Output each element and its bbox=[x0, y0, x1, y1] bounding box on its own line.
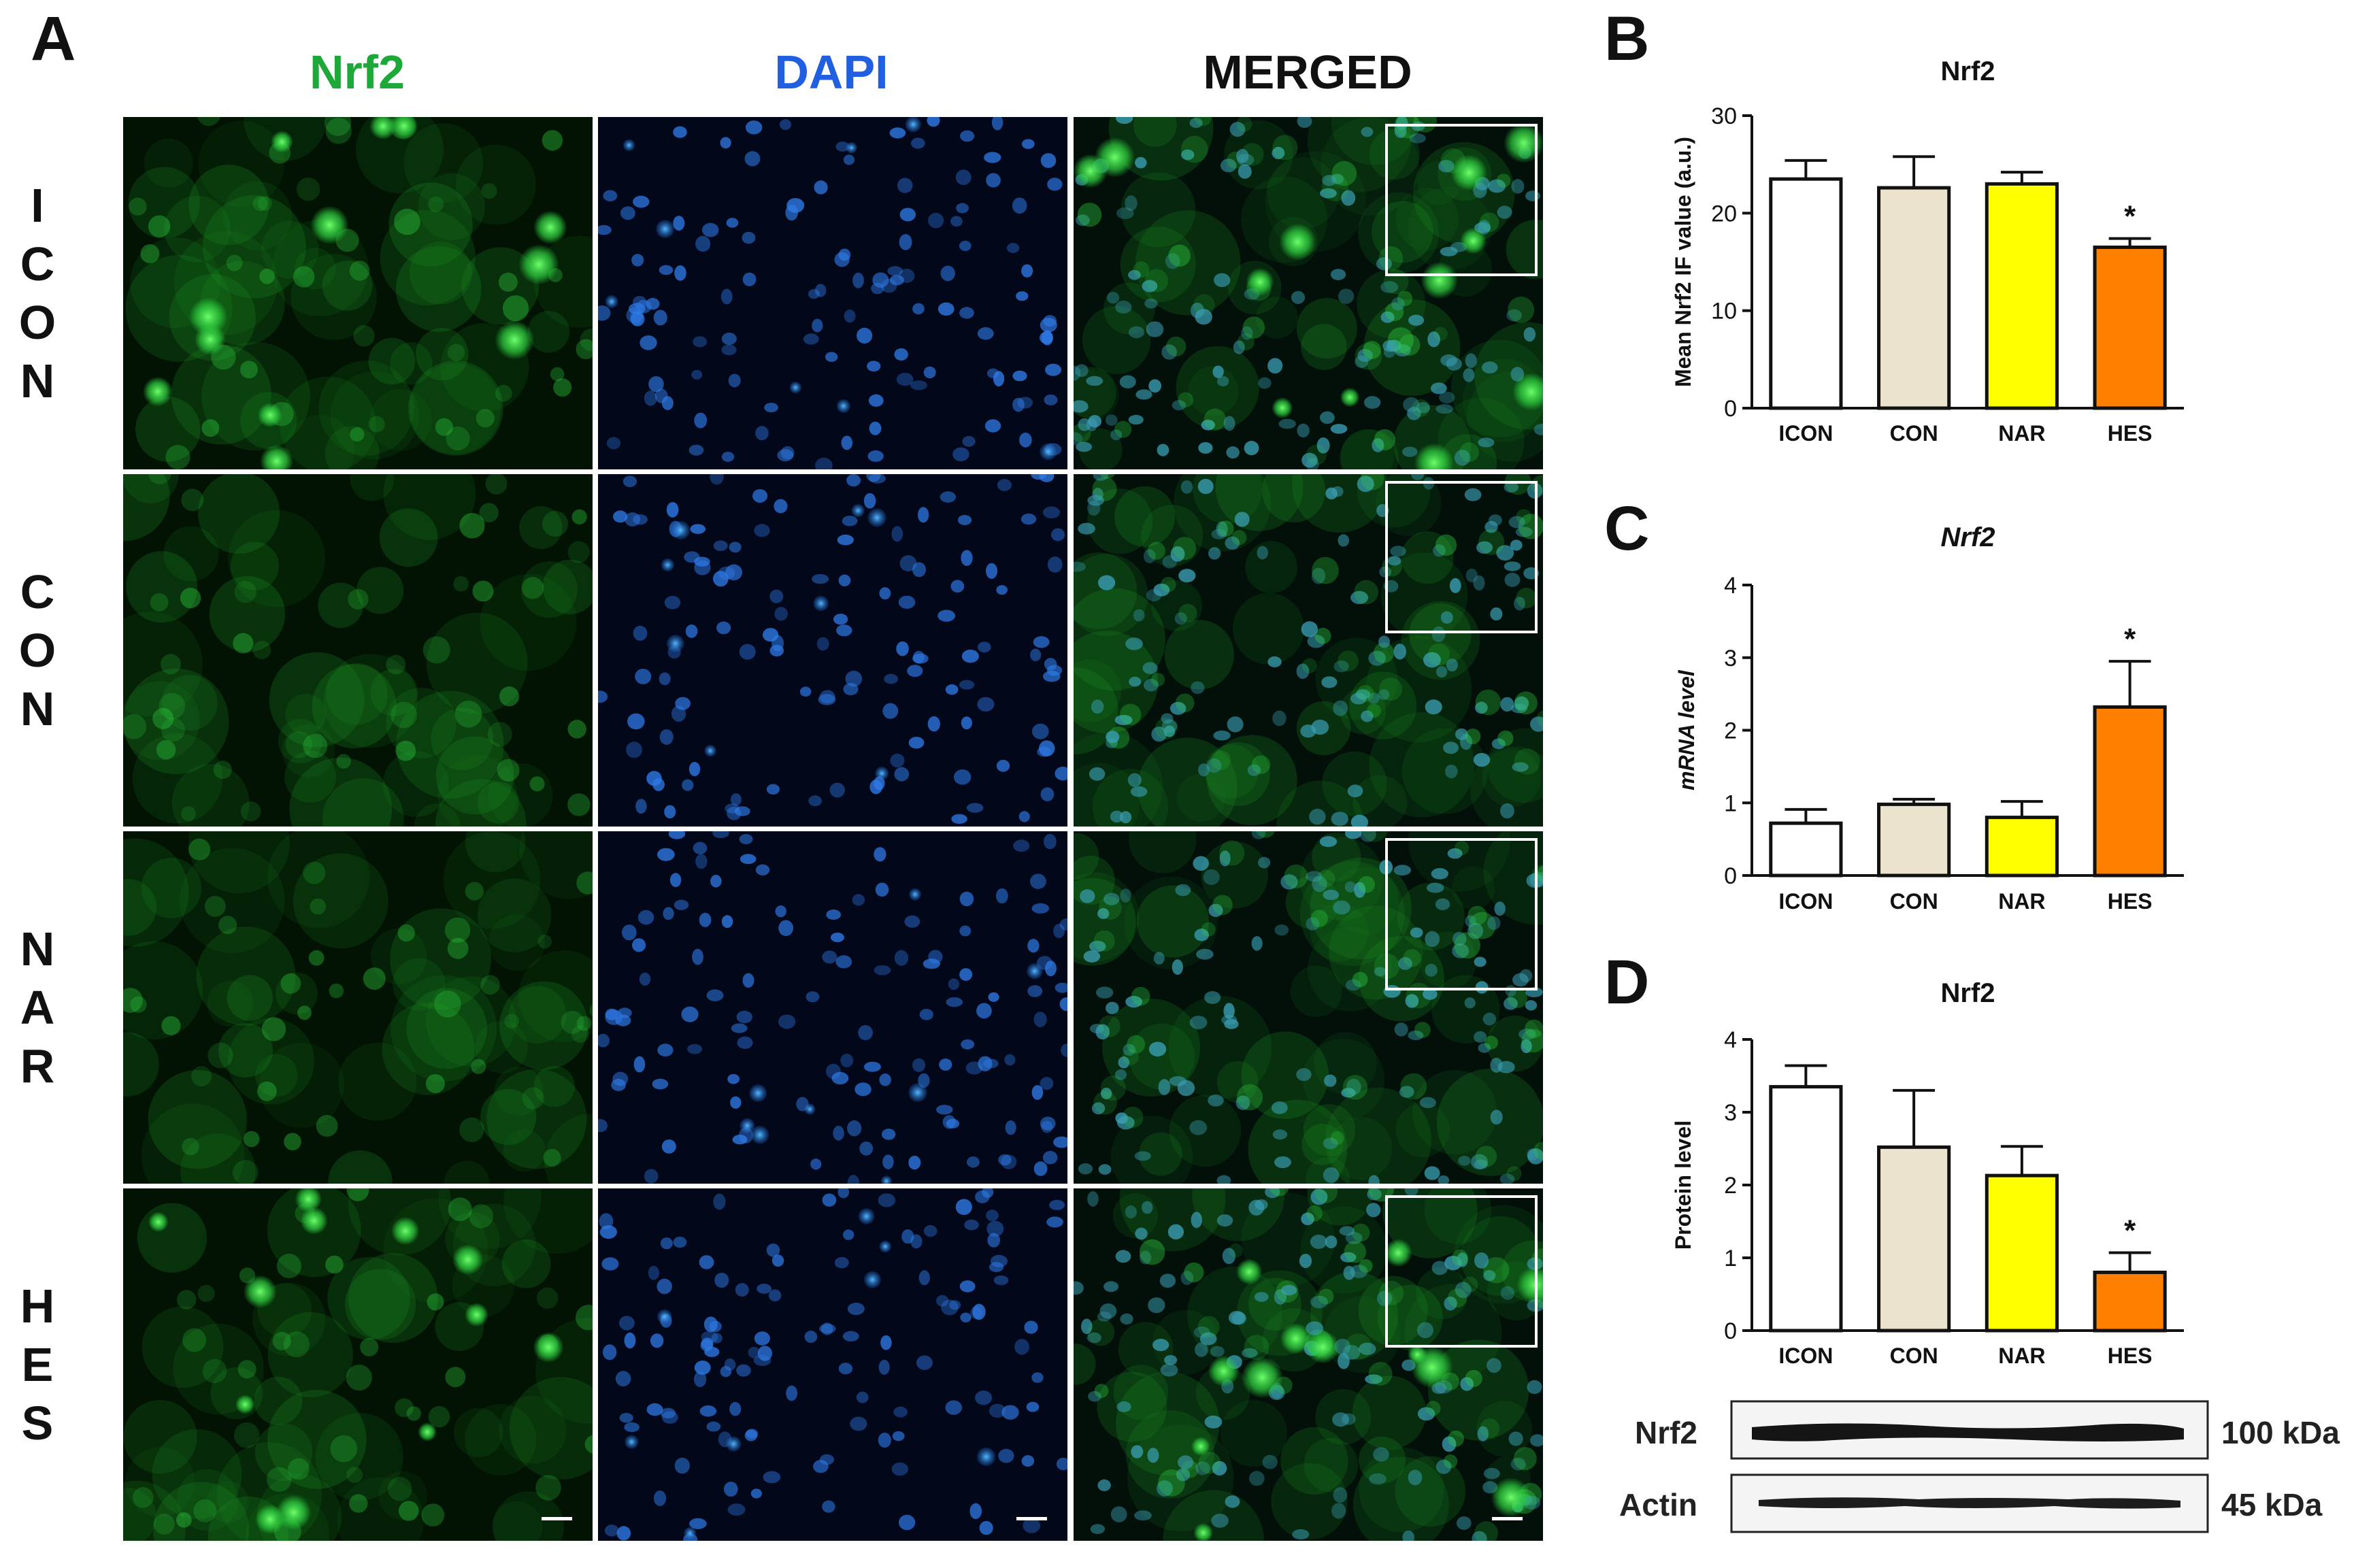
x-tick-label: NAR bbox=[1998, 889, 2045, 914]
blot-size-actin: 45 kDa bbox=[2221, 1487, 2323, 1522]
column-header-merged: MERGED bbox=[1203, 46, 1412, 99]
y-tick-label: 0 bbox=[1724, 1318, 1737, 1344]
bar-icon bbox=[1769, 1085, 1843, 1333]
y-tick-label: 2 bbox=[1724, 1173, 1737, 1199]
bar-nar bbox=[1985, 1173, 2059, 1333]
x-tick-label: NAR bbox=[1998, 421, 2045, 446]
x-tick-label: ICON bbox=[1778, 1344, 1833, 1368]
y-tick-label: 4 bbox=[1724, 573, 1737, 599]
x-tick-label: CON bbox=[1890, 1344, 1938, 1368]
chart-c: Nrf2 mRNA level 0 1 2 3 4 ICON CON NAR HES * bbox=[1674, 522, 2184, 914]
x-tick-label: HES bbox=[2108, 1344, 2153, 1368]
chart-title: Nrf2 bbox=[1940, 56, 1995, 86]
row-label-letter: O bbox=[19, 624, 56, 677]
y-tick-label: 1 bbox=[1724, 790, 1737, 816]
significance-marker: * bbox=[2124, 622, 2136, 656]
row-label-letter: C bbox=[20, 565, 55, 618]
bar-hes bbox=[2093, 705, 2167, 878]
micrograph-merged bbox=[1074, 117, 1543, 469]
micrograph-dapi bbox=[598, 831, 1067, 1184]
inset-box bbox=[1385, 481, 1538, 633]
x-tick-label: NAR bbox=[1998, 1344, 2045, 1368]
y-tick-label: 3 bbox=[1724, 646, 1737, 671]
blot-band-actin bbox=[1759, 1497, 2180, 1509]
y-tick-label: 3 bbox=[1724, 1100, 1737, 1126]
panel-b-letter: B bbox=[1604, 4, 1649, 73]
micrograph-nrf2 bbox=[123, 1188, 593, 1541]
panel-c-letter: C bbox=[1604, 494, 1649, 563]
micrograph-dapi bbox=[598, 1188, 1067, 1541]
y-axis-label: Mean Nrf2 IF value (a.u.) bbox=[1671, 137, 1695, 387]
micrograph-nrf2 bbox=[123, 831, 593, 1184]
significance-marker: * bbox=[2124, 1214, 2136, 1248]
x-tick-label: CON bbox=[1890, 421, 1938, 446]
x-tick-label: HES bbox=[2108, 421, 2153, 446]
chart-b: Nrf2 Mean Nrf2 IF value (a.u.) 0 10 20 30 ICON… bbox=[1671, 56, 2184, 446]
blot-band-nrf2 bbox=[1752, 1423, 2184, 1441]
x-tick-label: HES bbox=[2108, 889, 2153, 914]
x-tick-label: CON bbox=[1890, 889, 1938, 914]
y-tick-label: 20 bbox=[1711, 201, 1737, 227]
micrograph-dapi bbox=[598, 117, 1067, 469]
row-label-letter: N bbox=[20, 354, 55, 407]
bar-nar bbox=[1985, 816, 2059, 878]
y-tick-label: 0 bbox=[1724, 863, 1737, 889]
scale-bar bbox=[542, 1517, 572, 1520]
significance-marker: * bbox=[2124, 200, 2136, 233]
row-label-letter: A bbox=[20, 981, 55, 1034]
column-header-nrf2: Nrf2 bbox=[310, 46, 405, 99]
micrograph-nrf2 bbox=[123, 474, 593, 827]
micrograph-grid bbox=[123, 117, 1543, 1541]
row-label-letter: C bbox=[20, 237, 55, 290]
y-tick-label: 10 bbox=[1711, 299, 1737, 324]
micrograph-merged bbox=[1074, 831, 1543, 1184]
panel-a-letter: A bbox=[31, 4, 76, 73]
panel-d-letter: D bbox=[1604, 948, 1649, 1017]
bar-hes bbox=[2093, 1270, 2167, 1333]
scale-bar bbox=[1492, 1517, 1523, 1520]
y-tick-label: 4 bbox=[1724, 1027, 1737, 1053]
column-header-dapi: DAPI bbox=[774, 46, 888, 99]
scale-bar bbox=[1016, 1517, 1047, 1520]
bar-nar bbox=[1985, 182, 2059, 410]
y-axis-label: Protein level bbox=[1671, 1120, 1695, 1250]
y-tick-label: 2 bbox=[1724, 718, 1737, 744]
bar-con bbox=[1877, 802, 1951, 878]
row-label-letter: I bbox=[31, 179, 44, 232]
inset-box bbox=[1385, 124, 1538, 276]
micrograph-nrf2 bbox=[123, 117, 593, 469]
y-tick-label: 30 bbox=[1711, 103, 1737, 129]
micrograph-dapi bbox=[598, 474, 1067, 827]
row-label-letter: O bbox=[19, 296, 56, 349]
bar-con bbox=[1877, 1145, 1951, 1333]
blot-label-nrf2: Nrf2 bbox=[1635, 1415, 1697, 1450]
row-label-letter: E bbox=[22, 1338, 54, 1391]
blot-size-nrf2: 100 kDa bbox=[2221, 1415, 2340, 1450]
micrograph-merged bbox=[1074, 474, 1543, 827]
micrograph-merged bbox=[1074, 1188, 1543, 1541]
chart-title: Nrf2 bbox=[1940, 978, 1995, 1008]
x-tick-label: ICON bbox=[1778, 889, 1833, 914]
row-label-letter: N bbox=[20, 922, 55, 975]
bar-con bbox=[1877, 186, 1951, 410]
row-label-letter: R bbox=[20, 1039, 55, 1092]
bar-icon bbox=[1769, 177, 1843, 410]
bar-icon bbox=[1769, 821, 1843, 878]
inset-box bbox=[1385, 838, 1538, 990]
blot-label-actin: Actin bbox=[1619, 1487, 1697, 1522]
bar-hes bbox=[2093, 246, 2167, 410]
y-axis-label: mRNA level bbox=[1674, 669, 1699, 790]
y-tick-label: 1 bbox=[1724, 1246, 1737, 1271]
row-label-letter: H bbox=[20, 1280, 55, 1333]
row-label-letter: S bbox=[22, 1397, 54, 1450]
y-tick-label: 0 bbox=[1724, 396, 1737, 422]
chart-d: Nrf2 Protein level 0 1 2 3 4 ICON CON NAR HES * bbox=[1671, 978, 2184, 1368]
western-blot: Nrf2 Actin 100 kDa 45 kDa bbox=[1619, 1400, 2340, 1533]
row-label-letter: N bbox=[20, 682, 55, 735]
chart-title: Nrf2 bbox=[1940, 522, 1995, 552]
x-tick-label: ICON bbox=[1778, 421, 1833, 446]
inset-box bbox=[1385, 1195, 1538, 1348]
